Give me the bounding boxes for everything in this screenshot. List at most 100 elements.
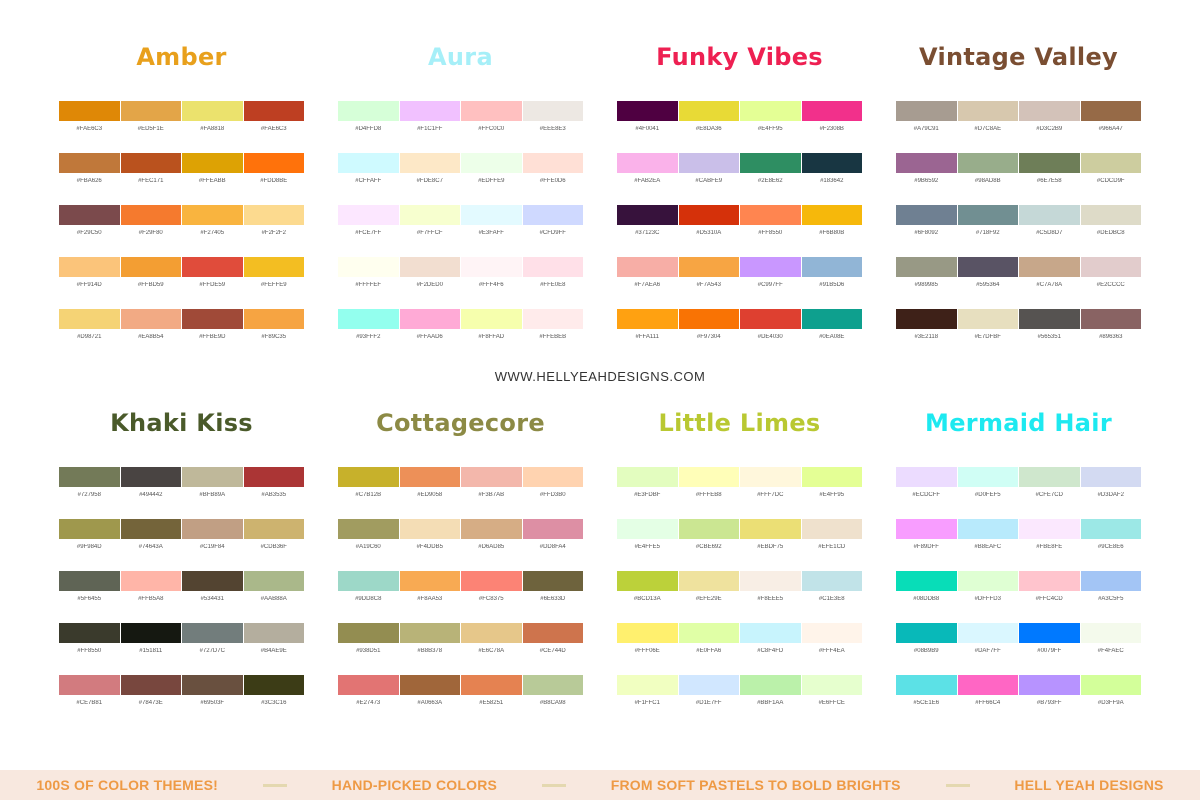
color-swatch: #FDD8BE xyxy=(243,153,304,193)
hex-label: #B793FF xyxy=(1036,700,1062,706)
divider xyxy=(541,783,566,787)
hex-label: #CDCD9F xyxy=(1096,178,1125,184)
color-swatch: #EFE29E xyxy=(678,571,739,611)
hex-label: #CFE7CD xyxy=(1035,492,1063,498)
swatch-row: #ECDCFF #D0FEF5 #CFE7CD #D3DAF2 xyxy=(896,467,1141,507)
swatch-chip xyxy=(120,675,181,695)
swatch-chip xyxy=(522,519,583,539)
swatch-chip xyxy=(1019,257,1080,277)
hex-label: #D6AD85 xyxy=(478,544,505,550)
hex-label: #9B6592 xyxy=(914,178,939,184)
divider xyxy=(262,783,287,787)
swatch-chip xyxy=(243,519,304,539)
hex-label: #DAF7FF xyxy=(974,648,1001,654)
swatch-chip xyxy=(1019,571,1080,591)
color-swatch: #718F92 xyxy=(957,205,1018,245)
swatch-chip xyxy=(522,101,583,121)
color-swatch: #EFE1CD xyxy=(801,519,862,559)
hex-label: #FFC0C0 xyxy=(478,126,505,132)
color-swatch: #FFF7DC xyxy=(740,467,801,507)
color-swatch: #E6FFCE xyxy=(801,675,862,715)
hex-label: #E3FDBF xyxy=(634,492,661,498)
swatch-chip xyxy=(1019,675,1080,695)
swatch-row: #9B6592 #98AD8B #6E7E58 #CDCD9F xyxy=(896,153,1141,193)
hex-label: #EA8B54 xyxy=(138,334,164,340)
hex-label: #FFE0D6 xyxy=(539,178,566,184)
color-swatch: #FFE0D6 xyxy=(522,153,583,193)
color-swatch: #CDCD9F xyxy=(1080,153,1141,193)
color-swatch: #98AD8B xyxy=(957,153,1018,193)
swatch-chip xyxy=(120,101,181,121)
color-swatch: #91B5D6 xyxy=(801,257,862,297)
swatch-chip xyxy=(399,519,460,539)
color-swatch: #F6B80B xyxy=(801,205,862,245)
swatch-chip xyxy=(617,205,678,225)
swatch-chip xyxy=(678,257,739,277)
color-swatch: #FFFFEF xyxy=(338,257,399,297)
swatch-chip xyxy=(399,675,460,695)
hex-label: #CFFAFF xyxy=(355,178,382,184)
swatch-chip xyxy=(59,467,120,487)
color-swatch: #E58251 xyxy=(461,675,522,715)
swatch-chip xyxy=(801,257,862,277)
hex-label: #3E2118 xyxy=(914,334,939,340)
swatch-row: #FAE6C3 #ED5F1E #FA8818 #FAE6C3 xyxy=(59,101,304,141)
swatch-chip xyxy=(120,467,181,487)
color-swatch: #FFD3B0 xyxy=(522,467,583,507)
color-swatch: #9DD8C8 xyxy=(338,571,399,611)
swatch-chip xyxy=(182,153,243,173)
hex-label: #EFE1CD xyxy=(818,544,846,550)
color-swatch: #BBF1AA xyxy=(740,675,801,715)
color-swatch: #F29F80 xyxy=(120,205,181,245)
color-swatch: #F8AA53 xyxy=(399,571,460,611)
color-swatch: #B793FF xyxy=(1019,675,1080,715)
swatch-chip xyxy=(957,519,1018,539)
swatch-chip xyxy=(461,205,522,225)
swatch-chip xyxy=(678,571,739,591)
color-swatch: #E2CCCC xyxy=(1080,257,1141,297)
hex-label: #B4AE9E xyxy=(260,648,287,654)
hex-label: #FFBD59 xyxy=(137,282,164,288)
swatch-chip xyxy=(617,257,678,277)
color-swatch: #FEC171 xyxy=(120,153,181,193)
color-swatch: #CABFE9 xyxy=(678,153,739,193)
swatch-row: #9DD8C8 #F8AA53 #FC8375 #6E633D xyxy=(338,571,583,611)
swatch-row: #D4FFD8 #F1C1FF #FFC0C0 #EEE8E3 xyxy=(338,101,583,141)
hex-label: #FFF06E xyxy=(634,648,660,654)
hex-label: #5F6455 xyxy=(77,596,102,602)
swatch-chip xyxy=(1080,571,1141,591)
swatch-chip xyxy=(1019,519,1080,539)
swatch-chip xyxy=(1019,153,1080,173)
hex-label: #C8F4FD xyxy=(757,648,784,654)
swatch-chip xyxy=(399,309,460,329)
swatch-chip xyxy=(182,257,243,277)
hex-label: #F1C1FF xyxy=(417,126,443,132)
color-swatch: #FFAAD6 xyxy=(399,309,460,349)
color-swatch: #FAE6C3 xyxy=(243,101,304,141)
hex-label: #DD8FA4 xyxy=(539,544,566,550)
divider xyxy=(945,783,970,787)
color-swatch: #C997FF xyxy=(740,257,801,297)
color-swatch: #F1FFC1 xyxy=(617,675,678,715)
hex-label: #F97304 xyxy=(696,334,721,340)
swatch-chip xyxy=(182,571,243,591)
color-swatch: #CBE692 xyxy=(678,519,739,559)
swatch-chip xyxy=(338,675,399,695)
hex-label: #ECDCFF xyxy=(912,492,941,498)
hex-label: #A0663A xyxy=(417,700,443,706)
swatch-chip xyxy=(461,519,522,539)
swatch-chip xyxy=(338,153,399,173)
color-swatch: #F7FFCF xyxy=(399,205,460,245)
swatch-chip xyxy=(678,309,739,329)
hex-label: #CBE692 xyxy=(695,544,722,550)
hex-label: #F27405 xyxy=(200,230,225,236)
hex-label: #C7B12B xyxy=(355,492,382,498)
hex-label: #FFEBEB xyxy=(539,334,567,340)
hex-label: #5CE1E6 xyxy=(913,700,940,706)
swatch-chip xyxy=(338,623,399,643)
hex-label: #FBE8FE xyxy=(1036,544,1063,550)
swatch-chip xyxy=(182,675,243,695)
hex-label: #78473E xyxy=(138,700,163,706)
hex-label: #D98721 xyxy=(77,334,102,340)
swatch-chip xyxy=(1080,153,1141,173)
